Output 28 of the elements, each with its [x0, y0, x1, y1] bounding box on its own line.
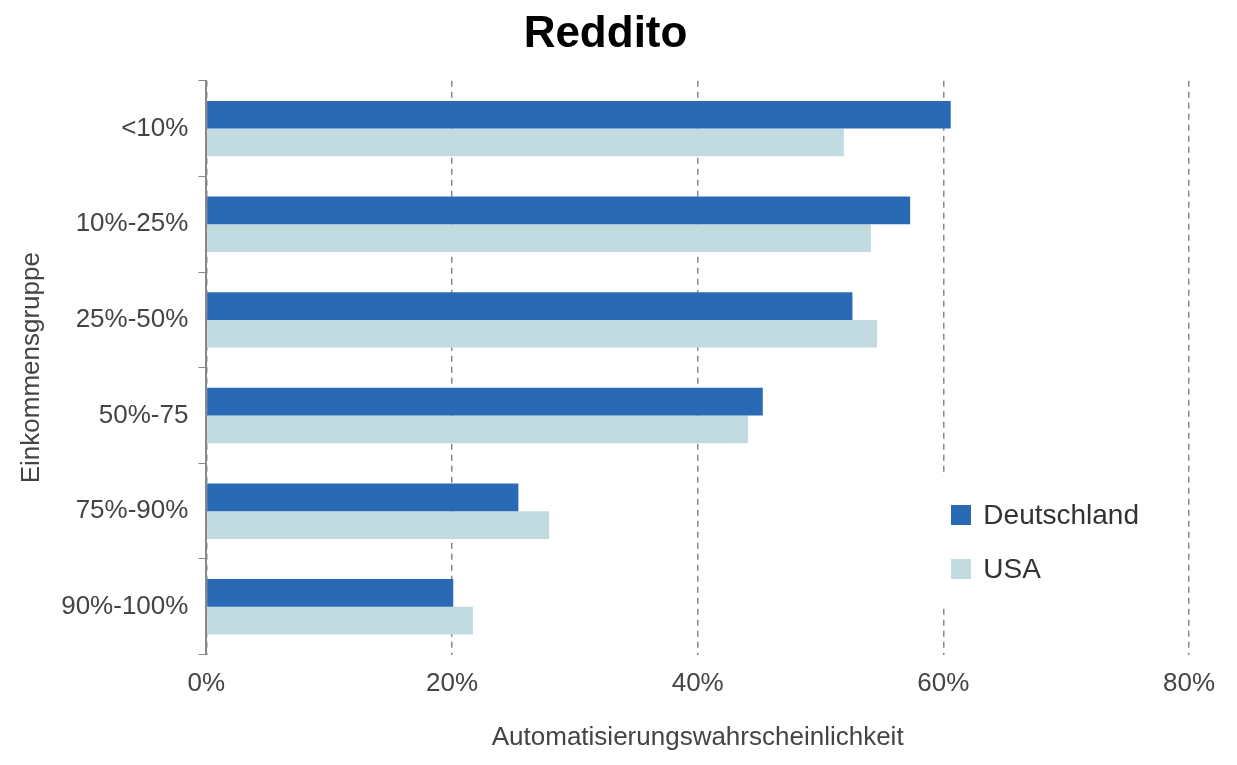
y-tick-label: 75%-90%: [75, 494, 189, 525]
x-tick-label: 0%: [187, 667, 226, 698]
legend-label: Deutschland: [983, 499, 1139, 531]
y-tick-label: 25%-50%: [75, 303, 189, 334]
bar: [207, 319, 878, 348]
y-tick-label: 50%-75: [98, 398, 189, 429]
bar: [207, 415, 749, 444]
x-tick-label: 40%: [671, 667, 724, 698]
x-tick-label: 60%: [917, 667, 970, 698]
bar: [207, 579, 454, 607]
bar: [207, 100, 951, 129]
chart-title: Reddito: [523, 6, 688, 56]
bar: [207, 387, 763, 416]
bar: [207, 128, 844, 157]
y-tick-label: 90%-100%: [61, 589, 189, 620]
bar: [207, 196, 911, 225]
x-tick-label: 20%: [426, 667, 479, 698]
y-axis-title: Einkommensgruppe: [14, 252, 45, 484]
bar: [207, 483, 519, 512]
bar: [207, 606, 473, 635]
legend-label: USA: [983, 553, 1041, 585]
x-axis-title: Automatisierungswahrscheinlichkeit: [491, 720, 905, 751]
y-tick-label: 10%-25%: [75, 207, 189, 238]
x-tick-label: 80%: [1162, 667, 1215, 698]
bar: [207, 292, 853, 320]
y-tick-label: <10%: [121, 111, 189, 142]
bar: [207, 511, 550, 539]
bar: [207, 224, 871, 252]
